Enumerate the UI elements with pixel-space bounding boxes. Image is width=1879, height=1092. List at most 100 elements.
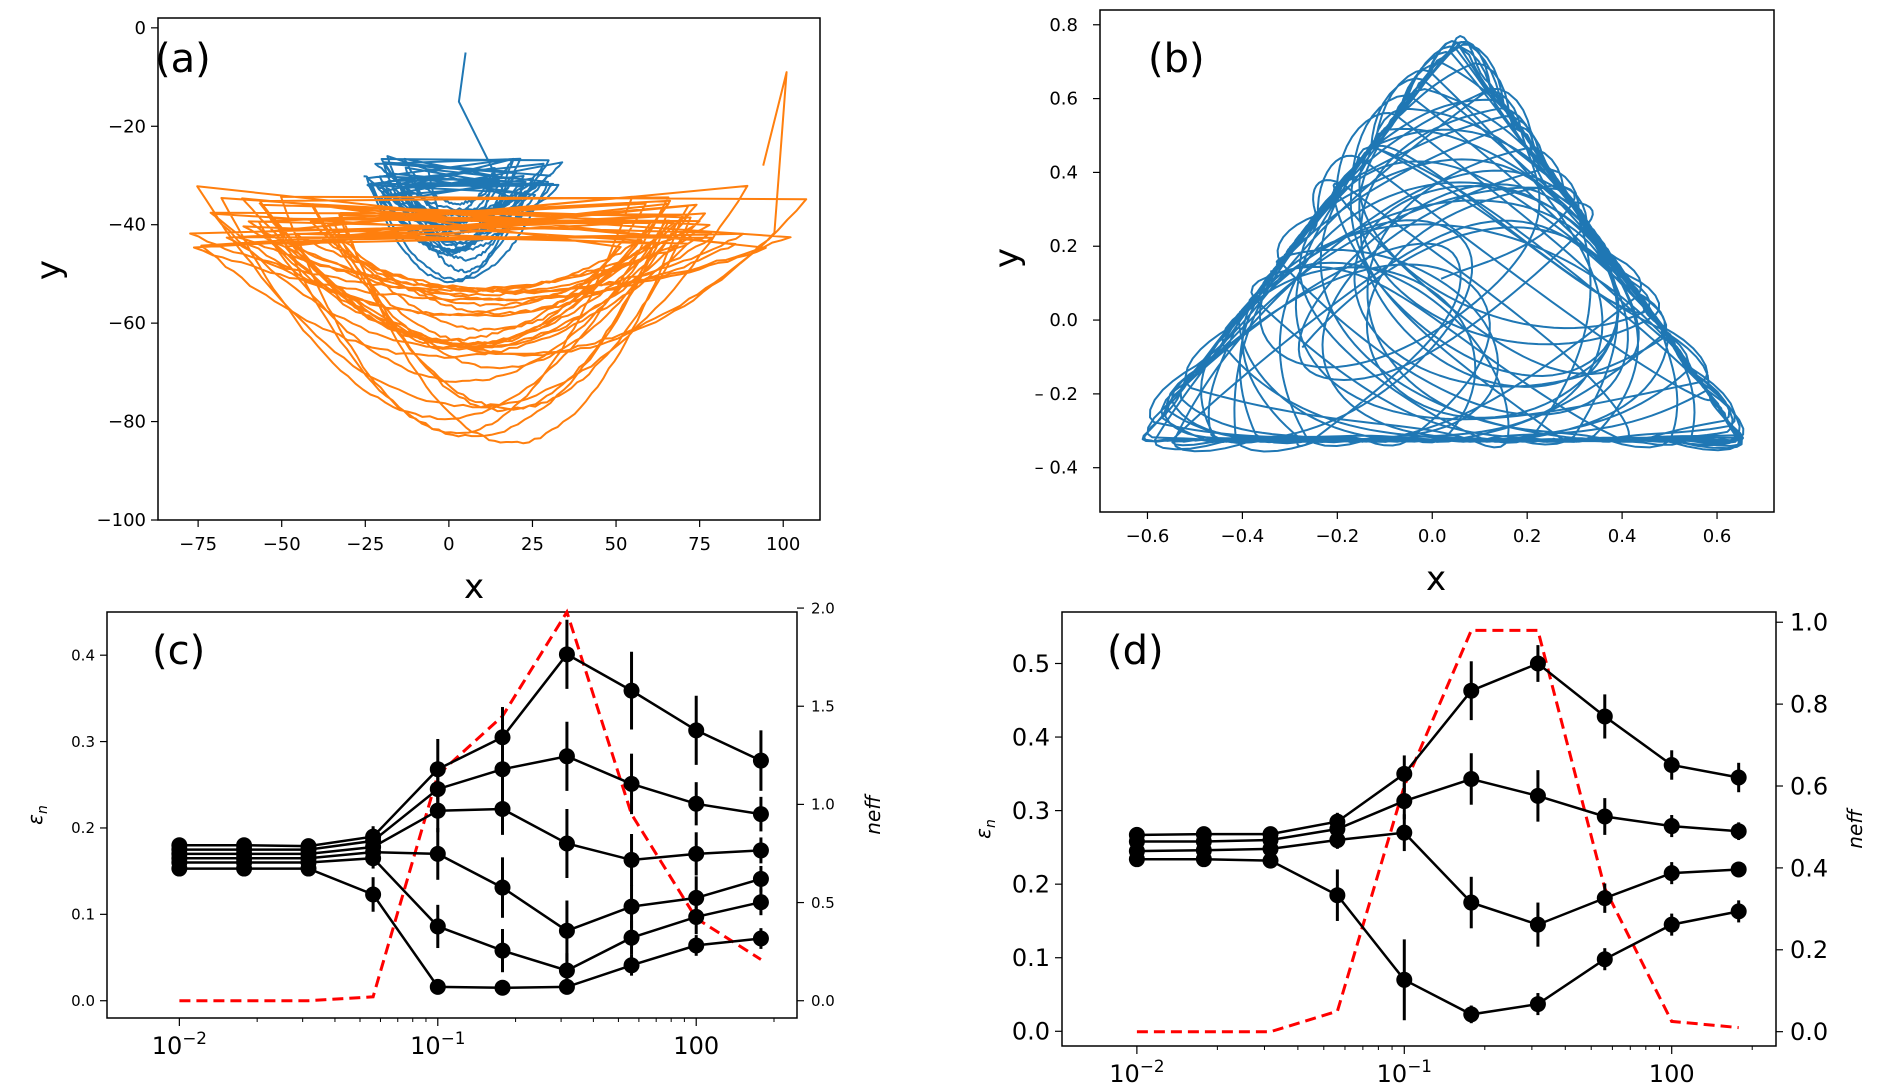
data-point (558, 962, 575, 979)
y-tick-label: −100 (97, 510, 146, 531)
y2-tick-label: 0.6 (1790, 772, 1828, 800)
data-point (752, 806, 769, 823)
panel-label: (c) (152, 628, 205, 674)
y-axis-label: εn (971, 819, 999, 839)
y2-tick-label: 0.2 (1790, 936, 1828, 964)
data-point (752, 930, 769, 947)
y-tick-label: 0.4 (1049, 162, 1078, 183)
y-tick-label: 0.4 (1012, 723, 1050, 751)
data-point (688, 795, 705, 812)
data-point (688, 908, 705, 925)
x-axis-label: x (464, 567, 484, 607)
y-axis-label: y (987, 248, 1027, 268)
data-point (1396, 765, 1413, 782)
data-point (623, 957, 640, 974)
data-point (1529, 787, 1546, 804)
data-point (1329, 832, 1346, 849)
data-point (1329, 821, 1346, 837)
x-tick-label: −0.2 (1315, 526, 1359, 547)
x-tick-label: 10−2 (1109, 1056, 1164, 1088)
x-tick-label: −50 (263, 534, 301, 555)
y-tick-label: −20 (108, 116, 146, 137)
x-tick-label: 0 (443, 534, 454, 555)
data-point (558, 748, 575, 765)
data-point (1529, 655, 1546, 672)
neff-line (179, 608, 762, 1003)
y-tick-label: 0.2 (1049, 236, 1078, 257)
trajectory-series-1 (363, 52, 564, 284)
data-point (236, 860, 253, 877)
data-point (1663, 865, 1680, 882)
data-point (429, 845, 446, 862)
data-point (429, 918, 446, 935)
panel-d-frame (1061, 611, 1777, 1047)
x-tick-label: 10−1 (1377, 1056, 1432, 1088)
x-tick-label: 25 (521, 534, 544, 555)
y-tick-label: – 0.4 (1035, 458, 1078, 479)
y2-axis-label: neff (1843, 807, 1867, 849)
eps-series-4-line (1136, 857, 1739, 1016)
data-point (1262, 852, 1279, 869)
y-axis-label: y (29, 260, 69, 280)
x-tick-label: 0.4 (1608, 526, 1637, 547)
data-point (494, 800, 511, 817)
y2-tick-label: 1.0 (811, 796, 835, 814)
eps-series-5-line (179, 856, 762, 972)
data-point (752, 870, 769, 887)
data-point (1663, 916, 1680, 933)
y2-tick-label: 1.5 (811, 697, 835, 715)
data-point (429, 802, 446, 819)
x-tick-label: 0.0 (1418, 526, 1447, 547)
y-tick-label: 0.4 (71, 646, 95, 664)
data-point (1663, 818, 1680, 835)
x-tick-label: 75 (688, 534, 711, 555)
data-point (1730, 903, 1747, 920)
data-point (1596, 951, 1613, 968)
trajectory-series-2 (189, 71, 808, 445)
data-point (171, 860, 188, 877)
data-point (623, 929, 640, 946)
y-tick-label: 0.0 (71, 992, 95, 1010)
y-tick-label: 0.6 (1049, 89, 1078, 110)
data-point (752, 752, 769, 769)
data-point (752, 842, 769, 859)
data-point (365, 850, 382, 867)
x-tick-label: 50 (605, 534, 628, 555)
data-point (1463, 682, 1480, 699)
x-tick-label: −75 (179, 534, 217, 555)
y2-tick-label: 0.8 (1790, 691, 1828, 719)
data-point (623, 682, 640, 699)
data-point (429, 978, 446, 995)
data-point (1128, 851, 1145, 868)
x-tick-label: 10−2 (152, 1028, 207, 1060)
data-point (494, 979, 511, 996)
x-tick-label: 100 (766, 534, 800, 555)
y2-tick-label: 2.0 (811, 599, 835, 617)
data-point (1596, 808, 1613, 825)
data-point (1730, 823, 1747, 840)
data-point (688, 889, 705, 906)
panel-c-frame (106, 611, 798, 1019)
data-point (688, 722, 705, 739)
eps-series-1-line (1136, 662, 1739, 837)
data-point (494, 942, 511, 959)
data-point (1730, 861, 1747, 878)
y2-tick-label: 0.0 (811, 992, 835, 1010)
neff-line (1136, 628, 1739, 1034)
y-tick-label: – 0.2 (1035, 384, 1078, 405)
data-point (1596, 708, 1613, 725)
data-point (1396, 824, 1413, 841)
x-tick-label: −0.4 (1221, 526, 1265, 547)
y2-tick-label: 0.4 (1790, 854, 1828, 882)
y2-axis-label: neff (861, 793, 885, 835)
panel-label: (b) (1148, 36, 1205, 82)
data-point (623, 775, 640, 792)
x-axis-label: x (1426, 559, 1446, 599)
y-tick-label: −80 (108, 412, 146, 433)
x-tick-label: 10−1 (410, 1028, 465, 1060)
panel-b-frame (1099, 9, 1775, 513)
y-tick-label: 0.3 (1012, 797, 1050, 825)
eps-series-3-line (1136, 831, 1739, 926)
data-point (494, 729, 511, 746)
